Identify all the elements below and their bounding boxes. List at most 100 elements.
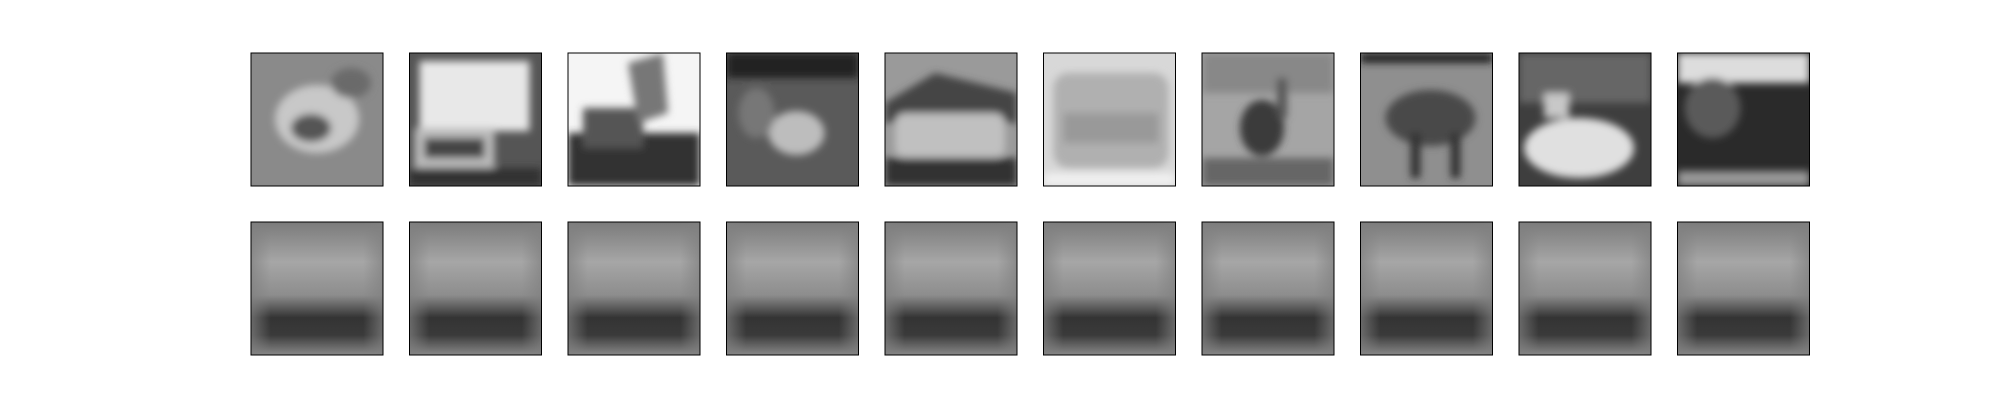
reconstructed-image bbox=[567, 221, 701, 356]
image-shapes bbox=[568, 53, 700, 186]
input-image bbox=[1677, 52, 1810, 187]
reconstructed-image bbox=[409, 221, 542, 356]
input-image bbox=[409, 52, 542, 187]
input-image bbox=[567, 52, 701, 187]
image-shape bbox=[895, 113, 1005, 158]
image-shape bbox=[291, 114, 331, 142]
image-edge-shade bbox=[568, 222, 700, 355]
image-frame bbox=[409, 221, 542, 356]
image-edge-shade bbox=[251, 222, 383, 355]
image-shape bbox=[726, 53, 859, 78]
image-edge-shade bbox=[409, 222, 542, 355]
image-shape bbox=[1277, 78, 1287, 118]
image-shape bbox=[1063, 113, 1159, 143]
image-shape bbox=[1202, 158, 1334, 186]
image-frame bbox=[1043, 52, 1176, 187]
image-content bbox=[1202, 53, 1334, 186]
image-edge-shade bbox=[1202, 222, 1334, 355]
image-frame bbox=[1518, 52, 1652, 187]
image-frame bbox=[726, 221, 859, 356]
reconstructed-image bbox=[884, 221, 1018, 356]
image-content bbox=[251, 53, 383, 186]
image-edge-shade bbox=[1360, 222, 1493, 355]
image-shapes bbox=[726, 53, 859, 155]
image-shape bbox=[628, 53, 668, 123]
image-frame bbox=[250, 221, 384, 356]
image-edge-shade bbox=[726, 222, 859, 355]
image-shape bbox=[1360, 53, 1493, 63]
image-frame bbox=[250, 52, 384, 187]
image-shape bbox=[768, 111, 825, 155]
image-frame bbox=[1201, 221, 1335, 356]
image-content bbox=[1043, 53, 1176, 186]
image-shape bbox=[885, 158, 1017, 186]
reconstructed-image bbox=[1201, 221, 1335, 356]
image-shape bbox=[1385, 90, 1476, 146]
image-shape bbox=[1519, 53, 1651, 103]
image-shape bbox=[1544, 93, 1569, 118]
reconstructed-image bbox=[1360, 221, 1493, 356]
image-shape bbox=[1450, 133, 1461, 178]
image-shapes bbox=[1677, 53, 1810, 186]
image-shape bbox=[1043, 173, 1176, 186]
image-content bbox=[1519, 53, 1651, 186]
image-edge-shade bbox=[885, 222, 1017, 355]
panels bbox=[250, 52, 1810, 356]
reconstructed-image bbox=[1518, 221, 1652, 356]
reconstructed-image bbox=[250, 221, 384, 356]
image-frame bbox=[1201, 52, 1335, 187]
image-shape bbox=[1684, 78, 1741, 138]
image-shape bbox=[409, 168, 542, 186]
image-shape bbox=[738, 88, 775, 138]
image-shape bbox=[583, 108, 643, 148]
image-shape bbox=[1524, 118, 1634, 178]
image-shapes bbox=[1360, 53, 1493, 178]
image-frame bbox=[1677, 52, 1810, 187]
image-shape bbox=[1240, 100, 1284, 156]
image-frame bbox=[1043, 221, 1176, 356]
image-frame bbox=[567, 52, 701, 187]
image-shapes bbox=[275, 68, 371, 153]
input-image bbox=[1360, 52, 1493, 187]
image-frame bbox=[1518, 221, 1652, 356]
image-shape bbox=[419, 61, 530, 131]
image-shapes bbox=[409, 61, 542, 186]
image-content bbox=[568, 53, 700, 186]
image-frame bbox=[1677, 221, 1810, 356]
image-edge-shade bbox=[1043, 222, 1176, 355]
image-shape bbox=[1202, 53, 1334, 93]
input-image bbox=[1201, 52, 1335, 187]
image-frame bbox=[1360, 221, 1493, 356]
image-content bbox=[726, 53, 859, 186]
image-shapes bbox=[1202, 53, 1334, 186]
reconstructed-image bbox=[726, 221, 859, 356]
image-content bbox=[1677, 53, 1810, 186]
image-shapes bbox=[1043, 73, 1176, 186]
image-shapes bbox=[885, 73, 1017, 186]
input-image bbox=[1043, 52, 1176, 187]
image-edge-shade bbox=[1519, 222, 1651, 355]
image-edge-shade bbox=[1677, 222, 1810, 355]
image-frame bbox=[726, 52, 859, 187]
image-frame bbox=[1360, 52, 1493, 187]
reconstructed-image bbox=[1043, 221, 1176, 356]
image-content bbox=[409, 53, 542, 186]
image-shape bbox=[1677, 171, 1810, 186]
input-image bbox=[884, 52, 1018, 187]
image-shapes bbox=[1519, 53, 1651, 178]
input-image bbox=[1518, 52, 1652, 187]
image-shape bbox=[885, 73, 1017, 123]
image-frame bbox=[884, 221, 1018, 356]
image-frame bbox=[409, 52, 542, 187]
image-content bbox=[1360, 53, 1493, 186]
image-shape bbox=[424, 138, 485, 158]
reconstructed-image bbox=[1677, 221, 1810, 356]
image-frame bbox=[884, 52, 1018, 187]
image-shape bbox=[1410, 133, 1421, 178]
image-content bbox=[885, 53, 1017, 186]
input-image bbox=[726, 52, 859, 187]
image-frame bbox=[567, 221, 701, 356]
image-shape bbox=[331, 68, 371, 98]
input-image bbox=[250, 52, 384, 187]
